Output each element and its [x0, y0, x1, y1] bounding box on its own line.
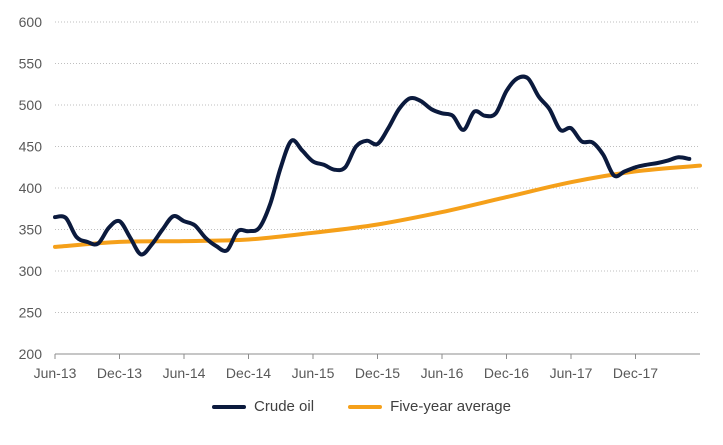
x-tick-label: Dec-13: [97, 365, 142, 381]
x-tick-label: Dec-15: [355, 365, 400, 381]
y-tick-label: 550: [19, 56, 43, 72]
x-tick-label: Jun-17: [550, 365, 593, 381]
series-line-crude-oil: [53, 74, 692, 257]
x-tick-label: Jun-13: [34, 365, 77, 381]
legend: Crude oil Five-year average: [0, 398, 723, 415]
y-tick-label: 500: [19, 97, 43, 113]
legend-item-five-year-average: Five-year average: [348, 398, 511, 415]
y-tick-label: 400: [19, 180, 43, 196]
y-tick-label: 600: [19, 14, 43, 30]
legend-label-crude-oil: Crude oil: [254, 398, 315, 415]
series-line-five-year-average: [53, 163, 702, 249]
legend-label-five-year-average: Five-year average: [390, 398, 511, 415]
y-tick-label: 200: [19, 346, 43, 362]
x-tick-label: Dec-17: [613, 365, 658, 381]
legend-swatch-crude-oil: [212, 404, 247, 409]
x-tick-label: Dec-16: [484, 365, 529, 381]
y-tick-label: 350: [19, 222, 43, 238]
legend-swatch-five-year-average: [348, 404, 383, 409]
x-tick-label: Jun-15: [292, 365, 335, 381]
y-tick-label: 450: [19, 139, 43, 155]
legend-item-crude-oil: Crude oil: [212, 398, 314, 415]
y-tick-label: 300: [19, 263, 43, 279]
x-tick-label: Jun-14: [163, 365, 206, 381]
x-tick-label: Dec-14: [226, 365, 271, 381]
y-tick-label: 250: [19, 305, 43, 321]
x-tick-label: Jun-16: [421, 365, 464, 381]
